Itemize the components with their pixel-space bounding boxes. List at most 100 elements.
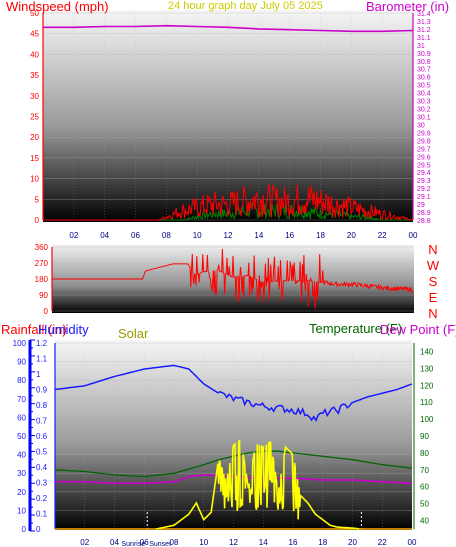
series-lines bbox=[43, 24, 414, 530]
tick-label-barometer: 30.1 bbox=[417, 115, 431, 122]
tick-label-humidity: 100 bbox=[13, 339, 27, 348]
tick-label-hour: 20 bbox=[347, 231, 356, 240]
dew-point-axis-label: Dew Point (F) bbox=[380, 322, 456, 337]
tick-label-hour: 02 bbox=[80, 538, 89, 547]
tick-label-rainfall: 1 bbox=[36, 370, 41, 379]
tick-label-hour: 16 bbox=[285, 231, 294, 240]
chart-title: 24 hour graph day July 05 2025 bbox=[168, 0, 323, 12]
tick-label-rainfall: 1.2 bbox=[36, 339, 48, 348]
compass-label: N bbox=[428, 306, 437, 321]
tick-label-hour: 06 bbox=[131, 231, 140, 240]
weather-plot-area bbox=[55, 340, 412, 530]
tick-label-temperature: 60 bbox=[420, 483, 429, 492]
tick-label-barometer: 30.9 bbox=[417, 51, 431, 58]
tick-label-barometer: 28.9 bbox=[417, 210, 431, 217]
tick-label-rainfall: 1.1 bbox=[36, 355, 48, 364]
tick-label-hour: 22 bbox=[378, 231, 387, 240]
tick-label-hour: 00 bbox=[408, 538, 417, 547]
solar-line bbox=[155, 439, 360, 530]
grid-lines bbox=[28, 12, 415, 532]
tick-label-hour: 14 bbox=[254, 231, 263, 240]
tick-label-barometer: 31.3 bbox=[417, 19, 431, 26]
tick-label-windspeed: 30 bbox=[30, 92, 39, 101]
tick-label-barometer: 30.5 bbox=[417, 83, 431, 90]
tick-label-rainfall: 0.7 bbox=[36, 417, 48, 426]
tick-label-barometer: 29.6 bbox=[417, 154, 431, 161]
tick-label-hour: 12 bbox=[224, 231, 233, 240]
tick-label-windspeed: 15 bbox=[30, 154, 39, 163]
tick-label-barometer: 30.4 bbox=[417, 91, 431, 98]
humidity-axis-label: Humidity bbox=[38, 322, 89, 337]
tick-label-humidity: 10 bbox=[17, 506, 26, 515]
tick-label-humidity: 70 bbox=[17, 395, 26, 404]
temperature-line bbox=[54, 450, 413, 478]
tick-label-direction: 90 bbox=[39, 291, 48, 300]
tick-label-hour: 10 bbox=[193, 231, 202, 240]
tick-label-barometer: 31.4 bbox=[417, 11, 431, 18]
tick-label-barometer: 31 bbox=[417, 43, 425, 50]
tick-label-humidity: 0 bbox=[22, 525, 27, 534]
tick-label-direction: 360 bbox=[35, 243, 49, 252]
tick-label-barometer: 29.9 bbox=[417, 130, 431, 137]
tick-label-rainfall: 0.9 bbox=[36, 386, 48, 395]
tick-label-barometer: 31.1 bbox=[417, 35, 431, 42]
tick-label-rainfall: 0.2 bbox=[36, 494, 48, 503]
tick-label-barometer: 29.2 bbox=[417, 186, 431, 193]
tick-label-hour: 08 bbox=[162, 231, 171, 240]
tick-label-temperature: 50 bbox=[420, 500, 429, 509]
tick-label-humidity: 40 bbox=[17, 451, 26, 460]
tick-label-hour: 02 bbox=[69, 231, 78, 240]
tick-labels: 0510152025303540455028.828.92929.129.229… bbox=[13, 9, 440, 547]
tick-label-direction: 180 bbox=[35, 275, 49, 284]
tick-label-barometer: 29.3 bbox=[417, 178, 431, 185]
tick-label-temperature: 110 bbox=[420, 398, 433, 407]
tick-label-humidity: 60 bbox=[17, 413, 26, 422]
tick-label-windspeed: 20 bbox=[30, 133, 39, 142]
tick-label-barometer: 29.7 bbox=[417, 146, 431, 153]
tick-label-barometer: 30.3 bbox=[417, 99, 431, 106]
tick-label-windspeed: 35 bbox=[30, 71, 39, 80]
tick-label-barometer: 30.6 bbox=[417, 75, 431, 82]
tick-label-windspeed: 50 bbox=[30, 9, 39, 18]
compass-label: N bbox=[428, 242, 437, 257]
tick-label-hour: 04 bbox=[100, 231, 109, 240]
compass-label: S bbox=[429, 274, 438, 289]
tick-label-humidity: 20 bbox=[17, 488, 26, 497]
tick-label-windspeed: 25 bbox=[30, 113, 39, 122]
tick-label-temperature: 40 bbox=[420, 517, 429, 526]
tick-label-hour: 18 bbox=[318, 538, 327, 547]
tick-label-direction: 270 bbox=[35, 259, 49, 268]
sunrise-label: Sunrise bbox=[121, 541, 145, 547]
temperature-axis-label: Temperature (F) bbox=[309, 321, 402, 336]
rainfall-axis-label: Rainfall (in) bbox=[1, 322, 67, 337]
tick-label-barometer: 29.4 bbox=[417, 170, 431, 177]
tick-label-rainfall: 0.8 bbox=[36, 401, 48, 410]
tick-label-barometer: 30.8 bbox=[417, 59, 431, 66]
tick-label-direction: 0 bbox=[44, 307, 49, 316]
barometer-axis-label: Barometer (in) bbox=[366, 0, 449, 14]
tick-label-hour: 18 bbox=[316, 231, 325, 240]
tick-label-hour: 10 bbox=[199, 538, 208, 547]
tick-label-temperature: 80 bbox=[420, 449, 429, 458]
tick-label-windspeed: 0 bbox=[35, 216, 40, 225]
tick-label-hour: 08 bbox=[170, 538, 179, 547]
tick-label-temperature: 100 bbox=[420, 415, 434, 424]
tick-label-rainfall: 0.6 bbox=[36, 432, 48, 441]
tick-label-temperature: 70 bbox=[420, 466, 429, 475]
tick-label-windspeed: 10 bbox=[30, 175, 39, 184]
tick-label-barometer: 30.2 bbox=[417, 107, 431, 114]
tick-label-hour: 04 bbox=[110, 538, 119, 547]
tick-label-barometer: 31.2 bbox=[417, 27, 431, 34]
tick-label-rainfall: 0 bbox=[36, 525, 41, 534]
tick-label-barometer: 29.8 bbox=[417, 138, 431, 145]
solar-axis-label: Solar bbox=[118, 326, 149, 341]
tick-label-barometer: 28.8 bbox=[417, 218, 431, 225]
tick-label-temperature: 120 bbox=[420, 381, 434, 390]
tick-label-humidity: 80 bbox=[17, 376, 26, 385]
barometer-line bbox=[43, 24, 414, 33]
humidity-line bbox=[54, 364, 413, 423]
windspeed-axis-label: Windspeed (mph) bbox=[6, 0, 109, 14]
tick-label-barometer: 30.7 bbox=[417, 67, 431, 74]
